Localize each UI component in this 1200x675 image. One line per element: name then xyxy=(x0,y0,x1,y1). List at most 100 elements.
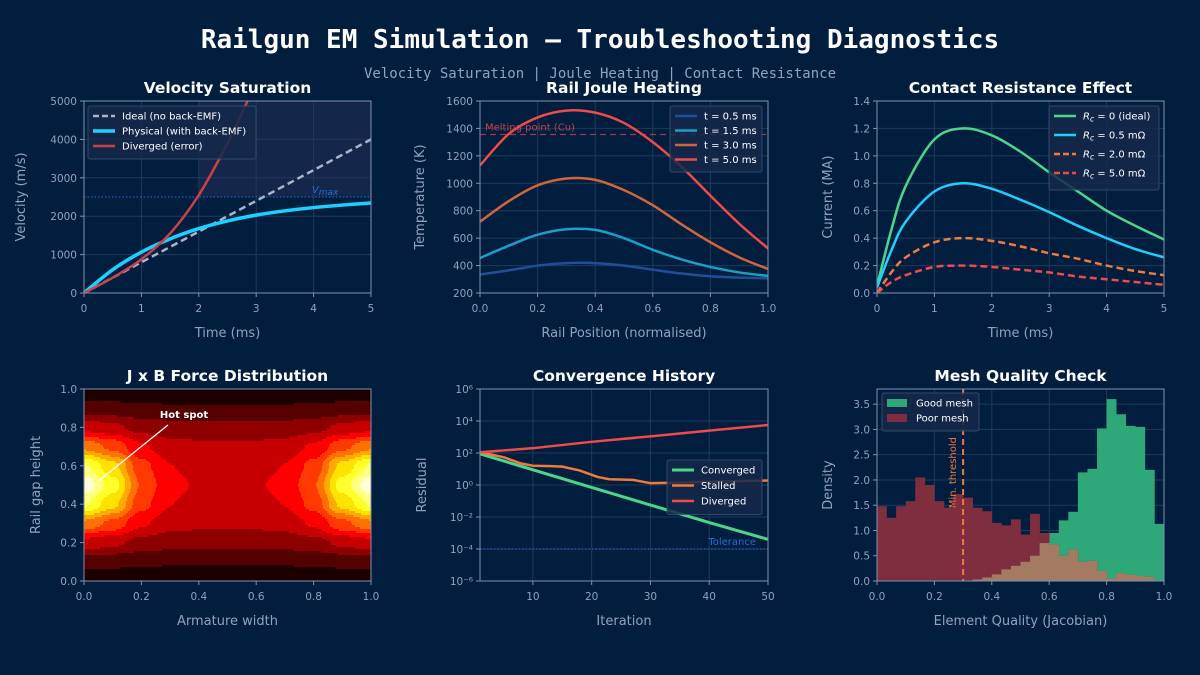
y-tick-label: 1.0 xyxy=(853,525,870,537)
contour-cell xyxy=(322,537,366,540)
contour-cell xyxy=(317,441,334,444)
contour-cell xyxy=(86,449,110,452)
contour-cell xyxy=(357,507,371,510)
contour-cell xyxy=(353,515,371,518)
contour-cell xyxy=(126,465,134,468)
contour-cell xyxy=(335,469,353,472)
contour-cell xyxy=(152,499,178,502)
contour-cell xyxy=(274,495,302,498)
contour-cell xyxy=(272,493,302,496)
contour-cell xyxy=(128,429,328,432)
series-line-r-c-2-0-m- xyxy=(877,236,1164,293)
contour-cell xyxy=(89,465,102,468)
contour-cell xyxy=(339,439,371,442)
contour-cell xyxy=(154,495,182,498)
contour-cell xyxy=(360,451,371,454)
contour-cell xyxy=(122,495,129,498)
contour-cell xyxy=(355,463,369,466)
marks xyxy=(877,127,1164,293)
contour-cell xyxy=(326,475,333,478)
contour-cell xyxy=(299,481,318,484)
contour-cell xyxy=(320,473,328,476)
contour-cell xyxy=(306,461,324,464)
legend-item: Rc = 0.5 mΩ xyxy=(1054,131,1146,143)
contour-cell xyxy=(84,525,101,528)
plot-area xyxy=(84,389,371,581)
contour-cell xyxy=(359,473,371,476)
contour-cell xyxy=(327,519,347,522)
contour-cell xyxy=(346,519,370,522)
histogram-bar-good xyxy=(1116,414,1127,581)
panel-contact-resistance-effect: 0 1 2 3 4 5 0.0 0.2 0.4 0.6 0.8 1.0 1.2 1.4 Contact Re… xyxy=(821,79,1167,341)
contour-cell xyxy=(116,477,125,480)
x-tick-label: 4 xyxy=(310,303,317,315)
contour-cell xyxy=(293,549,371,552)
contour-cell xyxy=(94,455,111,458)
contour-cell xyxy=(137,491,156,494)
contour-cell xyxy=(133,537,323,540)
contour-cell xyxy=(152,469,178,472)
contour-cell xyxy=(352,487,362,490)
contour-cell xyxy=(280,467,305,470)
y-tick-label: 0.4 xyxy=(853,233,870,245)
histogram-bar-poor xyxy=(896,506,906,581)
contour-cell xyxy=(323,463,330,466)
axes-frame xyxy=(479,100,769,294)
contour-cell xyxy=(89,503,102,506)
axes-frame xyxy=(876,100,1165,294)
y-tick-label: 1.0 xyxy=(853,151,870,163)
x-tick-label: 0.0 xyxy=(76,591,93,603)
contour-cell xyxy=(362,489,371,492)
contour-cell xyxy=(84,545,120,548)
contour-cell xyxy=(303,469,323,472)
contour-cell xyxy=(117,415,339,418)
contour-cell xyxy=(278,499,304,502)
x-axis-label: Armature width xyxy=(177,614,278,629)
contour-cell xyxy=(293,403,371,406)
contour-cell xyxy=(189,485,267,488)
x-tick-label: 1 xyxy=(931,303,938,315)
contour-cell xyxy=(355,547,371,550)
contour-cell xyxy=(119,517,131,520)
contour-cell xyxy=(117,553,339,556)
contour-cell xyxy=(304,505,324,508)
contour-cell xyxy=(126,445,151,448)
contour-cell xyxy=(338,415,371,418)
contour-cell xyxy=(320,495,328,498)
contour-cell xyxy=(339,477,356,480)
contour-cell xyxy=(84,487,95,490)
series-line-r-c-0-5-m- xyxy=(877,182,1164,288)
contour-cell xyxy=(84,547,101,550)
contour-cell xyxy=(84,561,371,564)
contour-cell xyxy=(127,471,135,474)
contour-cell xyxy=(110,513,127,516)
series-line-physical-with-back-emf- xyxy=(84,201,371,293)
contour-cell xyxy=(84,429,129,432)
legend-item: Converged xyxy=(672,466,755,477)
contour-cell xyxy=(320,513,330,516)
contour-cell xyxy=(345,475,358,478)
marks xyxy=(877,389,1164,581)
contour-cell xyxy=(120,457,129,460)
y-tick-label: 0.6 xyxy=(853,206,870,218)
contour-cell xyxy=(125,443,148,446)
contour-cell xyxy=(123,435,159,438)
legend-box xyxy=(669,105,763,173)
contour-cell xyxy=(329,445,353,448)
contour-cell xyxy=(270,491,301,494)
contour-cell xyxy=(102,479,119,482)
contour-cell xyxy=(330,541,371,544)
contour-cell xyxy=(366,503,371,506)
contour-cell xyxy=(330,525,356,528)
contour-cell xyxy=(324,487,331,490)
contour-cell xyxy=(95,483,105,486)
contour-cell xyxy=(331,477,340,480)
contour-cell xyxy=(361,471,371,474)
contour-cell xyxy=(331,491,340,494)
contour-cell xyxy=(92,499,104,502)
contour-cell xyxy=(323,505,330,508)
contour-cell xyxy=(368,505,371,508)
x-tick-label: 5 xyxy=(1161,303,1168,315)
contour-cell xyxy=(360,441,371,444)
contour-cell xyxy=(118,489,126,492)
